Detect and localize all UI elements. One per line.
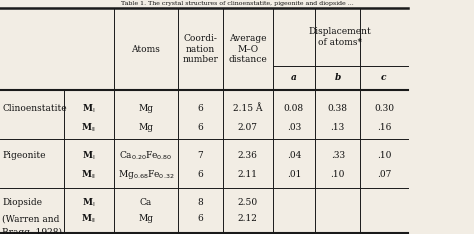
Text: 6: 6: [197, 104, 203, 113]
Text: 2.12: 2.12: [238, 214, 257, 223]
Text: .01: .01: [287, 170, 301, 179]
Text: Atoms: Atoms: [131, 45, 160, 54]
Text: .07: .07: [377, 170, 391, 179]
Text: 0.38: 0.38: [328, 104, 348, 113]
Text: Displacement
of atoms*: Displacement of atoms*: [309, 27, 372, 47]
Text: .03: .03: [287, 123, 301, 132]
Text: (Warren and: (Warren and: [2, 214, 60, 223]
Text: M$_\mathrm{II}$: M$_\mathrm{II}$: [82, 168, 96, 181]
Text: Mg: Mg: [138, 104, 153, 113]
Text: 2.36: 2.36: [238, 151, 257, 160]
Text: Ca: Ca: [140, 198, 152, 207]
Text: .16: .16: [377, 123, 391, 132]
Text: Mg: Mg: [138, 123, 153, 132]
Text: Mg$_{0.68}$Fe$_{0.32}$: Mg$_{0.68}$Fe$_{0.32}$: [118, 168, 174, 181]
Text: M$_\mathrm{II}$: M$_\mathrm{II}$: [82, 121, 96, 134]
Text: 0.30: 0.30: [374, 104, 394, 113]
Text: Pigeonite: Pigeonite: [2, 151, 46, 160]
Text: 8: 8: [197, 198, 203, 207]
Text: .10: .10: [330, 170, 345, 179]
Text: c: c: [381, 73, 387, 82]
Text: Clinoenstatite: Clinoenstatite: [2, 104, 67, 113]
Text: .33: .33: [331, 151, 345, 160]
Text: 6: 6: [197, 123, 203, 132]
Text: Coordi-
nation
number: Coordi- nation number: [182, 34, 218, 64]
Text: b: b: [335, 73, 341, 82]
Text: 0.08: 0.08: [284, 104, 304, 113]
Text: M$_\mathrm{I}$: M$_\mathrm{I}$: [82, 196, 96, 209]
Text: Average
M–O
distance: Average M–O distance: [228, 34, 267, 64]
Text: M$_\mathrm{II}$: M$_\mathrm{II}$: [82, 212, 96, 225]
Text: .13: .13: [330, 123, 345, 132]
Text: M$_\mathrm{I}$: M$_\mathrm{I}$: [82, 102, 96, 115]
Text: 6: 6: [197, 214, 203, 223]
Text: 7: 7: [197, 151, 203, 160]
Text: a: a: [291, 73, 297, 82]
Text: 2.07: 2.07: [237, 123, 258, 132]
Text: Bragg, 1928): Bragg, 1928): [2, 228, 63, 234]
Text: .04: .04: [287, 151, 301, 160]
Text: M$_\mathrm{I}$: M$_\mathrm{I}$: [82, 149, 96, 162]
Text: 2.15 Å: 2.15 Å: [233, 104, 263, 113]
Text: Table 1. The crystal structures of clinoenstatite, pigeonite and diopside ...: Table 1. The crystal structures of clino…: [120, 1, 354, 6]
Text: 2.11: 2.11: [237, 170, 258, 179]
Text: Mg: Mg: [138, 214, 153, 223]
Text: Diopside: Diopside: [2, 198, 42, 207]
Text: 2.50: 2.50: [237, 198, 258, 207]
Text: 6: 6: [197, 170, 203, 179]
Text: Ca$_{0.20}$Fe$_{0.80}$: Ca$_{0.20}$Fe$_{0.80}$: [119, 149, 173, 162]
Text: .10: .10: [377, 151, 391, 160]
